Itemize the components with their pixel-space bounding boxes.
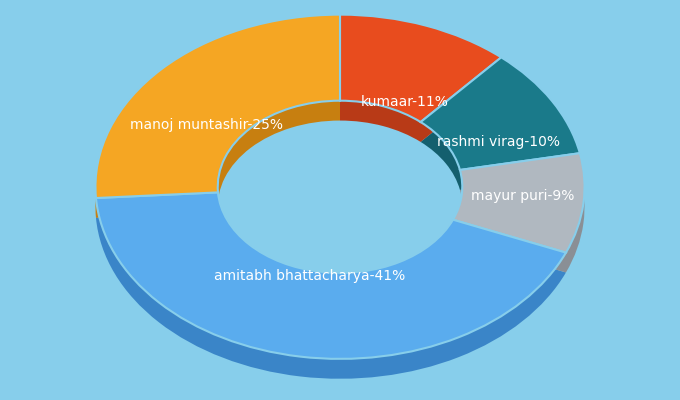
Wedge shape xyxy=(340,34,501,142)
Text: manoj muntashir-25%: manoj muntashir-25% xyxy=(130,118,283,132)
Wedge shape xyxy=(96,212,566,379)
Wedge shape xyxy=(96,192,566,359)
Wedge shape xyxy=(421,57,580,170)
Text: rashmi virag-10%: rashmi virag-10% xyxy=(437,134,560,148)
Wedge shape xyxy=(95,15,340,198)
Wedge shape xyxy=(421,77,580,190)
Wedge shape xyxy=(340,15,501,122)
Text: mayur puri-9%: mayur puri-9% xyxy=(471,189,574,203)
Text: kumaar-11%: kumaar-11% xyxy=(360,95,449,109)
Wedge shape xyxy=(453,153,585,253)
Wedge shape xyxy=(453,173,585,272)
Wedge shape xyxy=(95,34,340,218)
Text: amitabh bhattacharya-41%: amitabh bhattacharya-41% xyxy=(214,269,406,283)
